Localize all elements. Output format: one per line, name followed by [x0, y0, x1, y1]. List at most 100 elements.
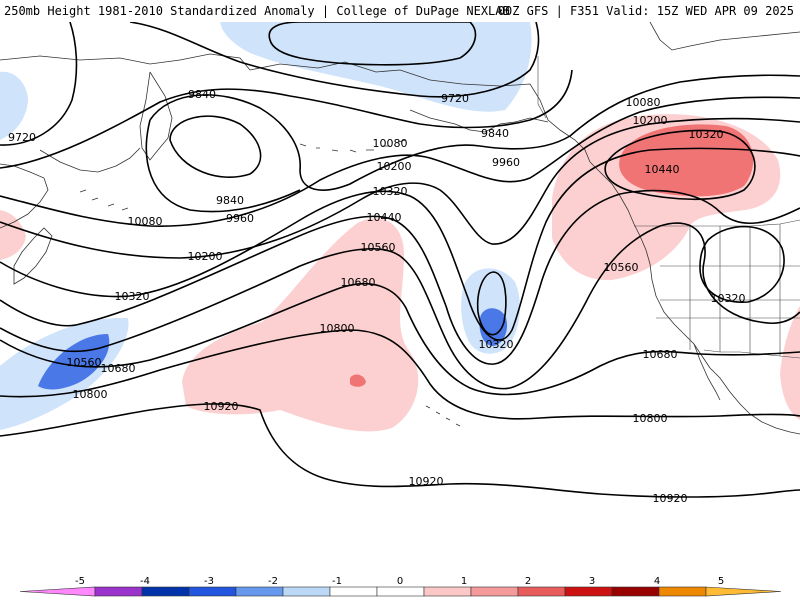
colorbar-tick-label: 0	[397, 576, 403, 587]
contour-label: 9720	[441, 92, 469, 105]
baja-california	[693, 343, 721, 401]
colorbar-segment	[564, 586, 613, 597]
colorbar-segment	[94, 586, 143, 597]
contour-9720-main	[0, 22, 540, 146]
contour-10440-ridge	[604, 129, 756, 201]
pos-anomaly-east-edge	[780, 306, 800, 420]
colorbar-segment	[611, 586, 660, 597]
contour-10080	[0, 96, 800, 227]
colorbar-segment	[470, 586, 519, 597]
colorbar-segment	[705, 586, 782, 597]
colorbar-tick-label: -3	[204, 576, 214, 587]
neg-anomaly-west-edge	[0, 71, 28, 140]
contour-label: 10920	[409, 475, 444, 488]
coastline-alaska-peninsula	[409, 109, 549, 133]
contour-label: 10080	[128, 215, 163, 228]
coastline-japan	[13, 227, 53, 285]
contour-label: 10320	[689, 128, 724, 141]
colorbar-segment	[329, 586, 378, 597]
colorbar-tick-label: -5	[75, 576, 85, 587]
contour-label: 10560	[67, 356, 102, 369]
contour-label: 10320	[115, 290, 150, 303]
coastline-kamchatka	[139, 71, 173, 161]
contour-label: 10680	[341, 276, 376, 289]
weather-map: 9720 9720 9840 9840 9840 9960 9960 10080…	[0, 22, 800, 505]
neg-anomaly-alaska	[220, 22, 532, 112]
colorbar-segments	[19, 586, 782, 597]
coastline-okhotsk	[39, 147, 141, 173]
anomaly-colorbar: -5 -4 -3 -2 -1 0 1 2 3 4 5	[19, 576, 782, 597]
contour-label: 10320	[711, 292, 746, 305]
contour-10200	[0, 117, 800, 259]
colorbar-tick-label: 2	[525, 576, 531, 587]
contour-label: 10800	[73, 388, 108, 401]
contour-label: 10920	[204, 400, 239, 413]
contour-9840-main	[0, 69, 573, 169]
colorbar-segment	[658, 586, 707, 597]
colorbar-tick-label: 5	[718, 576, 724, 587]
contour-label: 9960	[226, 212, 254, 225]
colorbar-tick-label: -4	[140, 576, 150, 587]
map-title: 250mb Height 1981-2010 Standardized Anom…	[4, 4, 510, 18]
hawaiian-islands	[425, 405, 461, 427]
contour-9840-low	[169, 115, 262, 178]
colorbar-tick-label: 3	[589, 576, 595, 587]
contour-10320-trough-low	[476, 271, 507, 336]
contour-9720-alaska	[268, 22, 477, 66]
contour-10320	[0, 147, 800, 341]
contour-label: 10560	[361, 241, 396, 254]
coastline-british-columbia	[589, 161, 641, 237]
contour-label: 10440	[367, 211, 402, 224]
colorbar-segment	[282, 586, 331, 597]
contour-10440	[0, 189, 800, 365]
contour-label: 10080	[626, 96, 661, 109]
coastline-asia-east	[0, 163, 49, 229]
map-header: 250mb Height 1981-2010 Standardized Anom…	[0, 0, 800, 22]
coastline-greenland-edge	[649, 22, 800, 51]
contour-label: 10080	[373, 137, 408, 150]
contour-label: 10680	[101, 362, 136, 375]
neg-anomaly-west-pacific-core	[38, 334, 110, 390]
colorbar-segment	[423, 586, 472, 597]
contour-9960-left	[145, 119, 301, 213]
contour-label: 9960	[492, 156, 520, 169]
pos-anomaly-central-pacific-spot	[350, 374, 366, 387]
contour-10680	[0, 282, 800, 396]
contour-label: 9720	[8, 131, 36, 144]
colorbar-segment	[376, 586, 425, 597]
aleutian-islands	[299, 139, 407, 153]
contour-label: 10800	[320, 322, 355, 335]
colorbar-segment	[517, 586, 566, 597]
colorbar-tick-label: -2	[268, 576, 278, 587]
contour-label: 10560	[604, 261, 639, 274]
contour-label: 10200	[188, 250, 223, 263]
colorbar-segment	[188, 586, 237, 597]
colorbar-ticks: -5 -4 -3 -2 -1 0 1 2 3 4 5	[75, 576, 724, 587]
contour-10320-cutoff-low	[699, 225, 785, 303]
colorbar-tick-label: 4	[654, 576, 660, 587]
model-run-info: 00Z GFS | F351 Valid: 15Z WED APR 09 202…	[497, 4, 794, 18]
contour-label: 9840	[216, 194, 244, 207]
height-contours	[0, 22, 800, 498]
us-state-lines	[656, 224, 800, 356]
pos-anomaly-west-edge	[0, 210, 26, 260]
contour-labels: 9720 9720 9840 9840 9840 9960 9960 10080…	[8, 88, 746, 505]
colorbar-segment	[141, 586, 190, 597]
contour-10560	[0, 222, 800, 390]
kuril-islands	[79, 189, 129, 211]
coastline-us-west	[639, 235, 711, 369]
neg-anomaly-trough-core	[479, 308, 508, 346]
coastline-alaska	[249, 61, 591, 163]
contour-label: 10920	[653, 492, 688, 505]
contour-label: 9840	[481, 127, 509, 140]
contour-10920	[0, 403, 800, 498]
colorbar-segment	[235, 586, 284, 597]
contour-label: 10800	[633, 412, 668, 425]
contour-label: 10320	[373, 185, 408, 198]
coastline-siberia	[0, 53, 251, 71]
contour-9960	[149, 74, 800, 191]
colorbar-tick-label: 1	[461, 576, 467, 587]
alaska-canada-border	[537, 56, 547, 119]
colorbar-tick-label: -1	[332, 576, 342, 587]
contour-label: 10680	[643, 348, 678, 361]
